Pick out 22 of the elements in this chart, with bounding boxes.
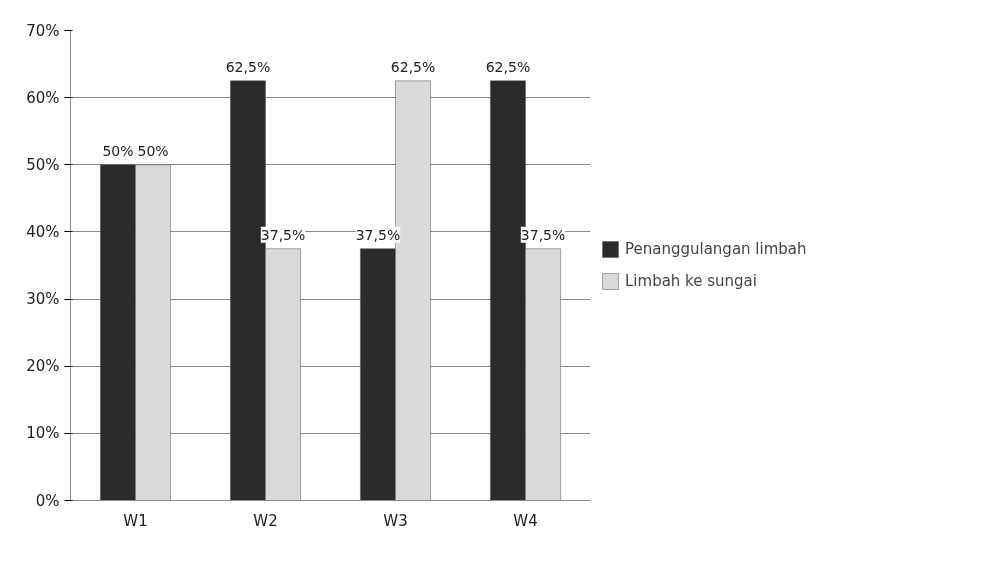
data-label: 62,5% bbox=[225, 58, 271, 75]
data-label: 50% bbox=[102, 142, 134, 159]
y-tick-label: 30% bbox=[26, 290, 60, 309]
x-tick-label: W1 bbox=[123, 511, 148, 530]
x-tick-label: W3 bbox=[383, 511, 408, 530]
y-tick-label: 40% bbox=[26, 222, 60, 241]
legend-label: Penanggulangan limbah bbox=[625, 240, 807, 258]
data-label: 62,5% bbox=[485, 58, 531, 75]
y-tick-label: 0% bbox=[35, 491, 60, 510]
y-tick-label: 70% bbox=[26, 21, 60, 40]
data-label: 37,5% bbox=[260, 226, 306, 243]
legend-label: Limbah ke sungai bbox=[625, 272, 757, 290]
y-tick-label: 50% bbox=[26, 155, 60, 174]
x-tick-label: W4 bbox=[513, 511, 538, 530]
data-label: 62,5% bbox=[390, 58, 436, 75]
data-label: 50% bbox=[137, 142, 169, 159]
y-tick-label: 60% bbox=[26, 88, 60, 107]
data-label: 37,5% bbox=[520, 226, 566, 243]
data-label: 37,5% bbox=[355, 226, 401, 243]
y-tick-label: 10% bbox=[26, 424, 60, 443]
x-tick-label: W2 bbox=[253, 511, 278, 530]
y-tick-label: 20% bbox=[26, 357, 60, 376]
